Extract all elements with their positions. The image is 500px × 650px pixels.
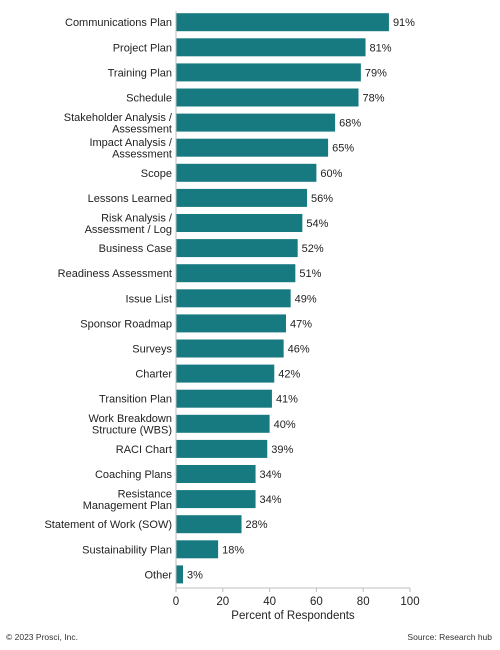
value-label: 40% — [274, 419, 296, 431]
category-label: Risk Analysis / Assessment / Log — [85, 212, 173, 236]
x-axis: 0 20 40 60 80 100 — [173, 11, 420, 608]
category-label: Coaching Plans — [95, 469, 173, 481]
value-label: 18% — [222, 544, 244, 556]
value-label: 49% — [295, 293, 317, 305]
category-label: Scope — [141, 168, 172, 180]
value-label: 54% — [306, 218, 328, 230]
value-label: 81% — [370, 42, 392, 54]
category-label: Sponsor Roadmap — [80, 318, 172, 330]
value-label: 60% — [320, 168, 342, 180]
source-note: Source: Research hub — [407, 632, 492, 642]
category-label: Charter — [135, 369, 172, 381]
bar-2 — [176, 63, 361, 82]
bar-6 — [176, 163, 317, 182]
category-label: Resistance Management Plan — [83, 488, 172, 512]
value-label: 47% — [290, 318, 312, 330]
value-label: 28% — [246, 519, 268, 531]
bar-17 — [176, 439, 268, 458]
bar-4 — [176, 113, 336, 132]
bar-13 — [176, 339, 284, 358]
value-label: 56% — [311, 193, 333, 205]
bar-20 — [176, 515, 242, 534]
value-label: 41% — [276, 394, 298, 406]
bar-8 — [176, 214, 303, 232]
category-label: RACI Chart — [116, 444, 172, 456]
category-label: Sustainability Plan — [82, 544, 172, 556]
bar-7 — [176, 188, 308, 207]
category-labels: Communications Plan Project Plan Training … — [44, 17, 172, 581]
value-label: 79% — [365, 67, 387, 79]
bar-9 — [176, 239, 298, 258]
category-label: Training Plan — [108, 67, 172, 79]
bar-0 — [176, 13, 389, 32]
bar-21 — [176, 540, 219, 559]
category-label: Stakeholder Analysis / Assessment — [64, 112, 173, 136]
category-label: Project Plan — [113, 42, 172, 54]
category-label: Schedule — [126, 93, 172, 105]
copyright-note: © 2023 Prosci, Inc. — [6, 632, 78, 642]
value-label: 34% — [260, 494, 282, 506]
value-label: 52% — [302, 243, 324, 255]
x-tick-label: 100 — [400, 596, 419, 608]
bar-18 — [176, 465, 256, 483]
category-label: Business Case — [99, 243, 172, 255]
x-tick-label: 20 — [216, 596, 229, 608]
value-label: 68% — [339, 118, 361, 130]
value-label: 46% — [288, 344, 310, 356]
bar-5 — [176, 138, 329, 157]
value-label: 65% — [332, 143, 354, 155]
category-label: Impact Analysis / Assessment — [89, 137, 172, 161]
bar-1 — [176, 38, 366, 57]
category-label: Statement of Work (SOW) — [44, 519, 172, 531]
bar-3 — [176, 88, 359, 107]
value-label: 34% — [260, 469, 282, 481]
x-axis-title: Percent of Respondents — [231, 610, 355, 622]
value-labels: 91% 81% 79% 78% 68% 65% 60% 56% 54% 52% 51% 49% 47% 4… — [187, 17, 415, 581]
value-label: 42% — [278, 369, 300, 381]
bars — [176, 13, 389, 584]
x-tick-label: 40 — [263, 596, 276, 608]
category-label: Issue List — [126, 293, 172, 305]
category-label: Transition Plan — [99, 394, 172, 406]
value-label: 91% — [393, 17, 415, 29]
bar-12 — [176, 314, 286, 333]
x-tick-label: 80 — [357, 596, 370, 608]
x-tick-label: 0 — [173, 596, 179, 608]
bar-10 — [176, 264, 296, 283]
bar-16 — [176, 414, 270, 433]
value-label: 78% — [363, 93, 385, 105]
x-tick-label: 60 — [310, 596, 323, 608]
value-label: 3% — [187, 569, 203, 581]
bar-11 — [176, 289, 291, 308]
value-label: 51% — [299, 268, 321, 280]
value-label: 39% — [271, 444, 293, 456]
category-label: Surveys — [132, 344, 172, 356]
category-label: Lessons Learned — [88, 193, 172, 205]
bar-14 — [176, 364, 275, 383]
bar-19 — [176, 490, 256, 509]
bar-15 — [176, 389, 272, 408]
category-label: Communications Plan — [65, 17, 172, 29]
category-label: Work Breakdown Structure (WBS) — [88, 413, 172, 437]
category-label: Readiness Assessment — [58, 268, 172, 280]
category-label: Other — [144, 569, 172, 581]
bar-22 — [176, 565, 184, 584]
